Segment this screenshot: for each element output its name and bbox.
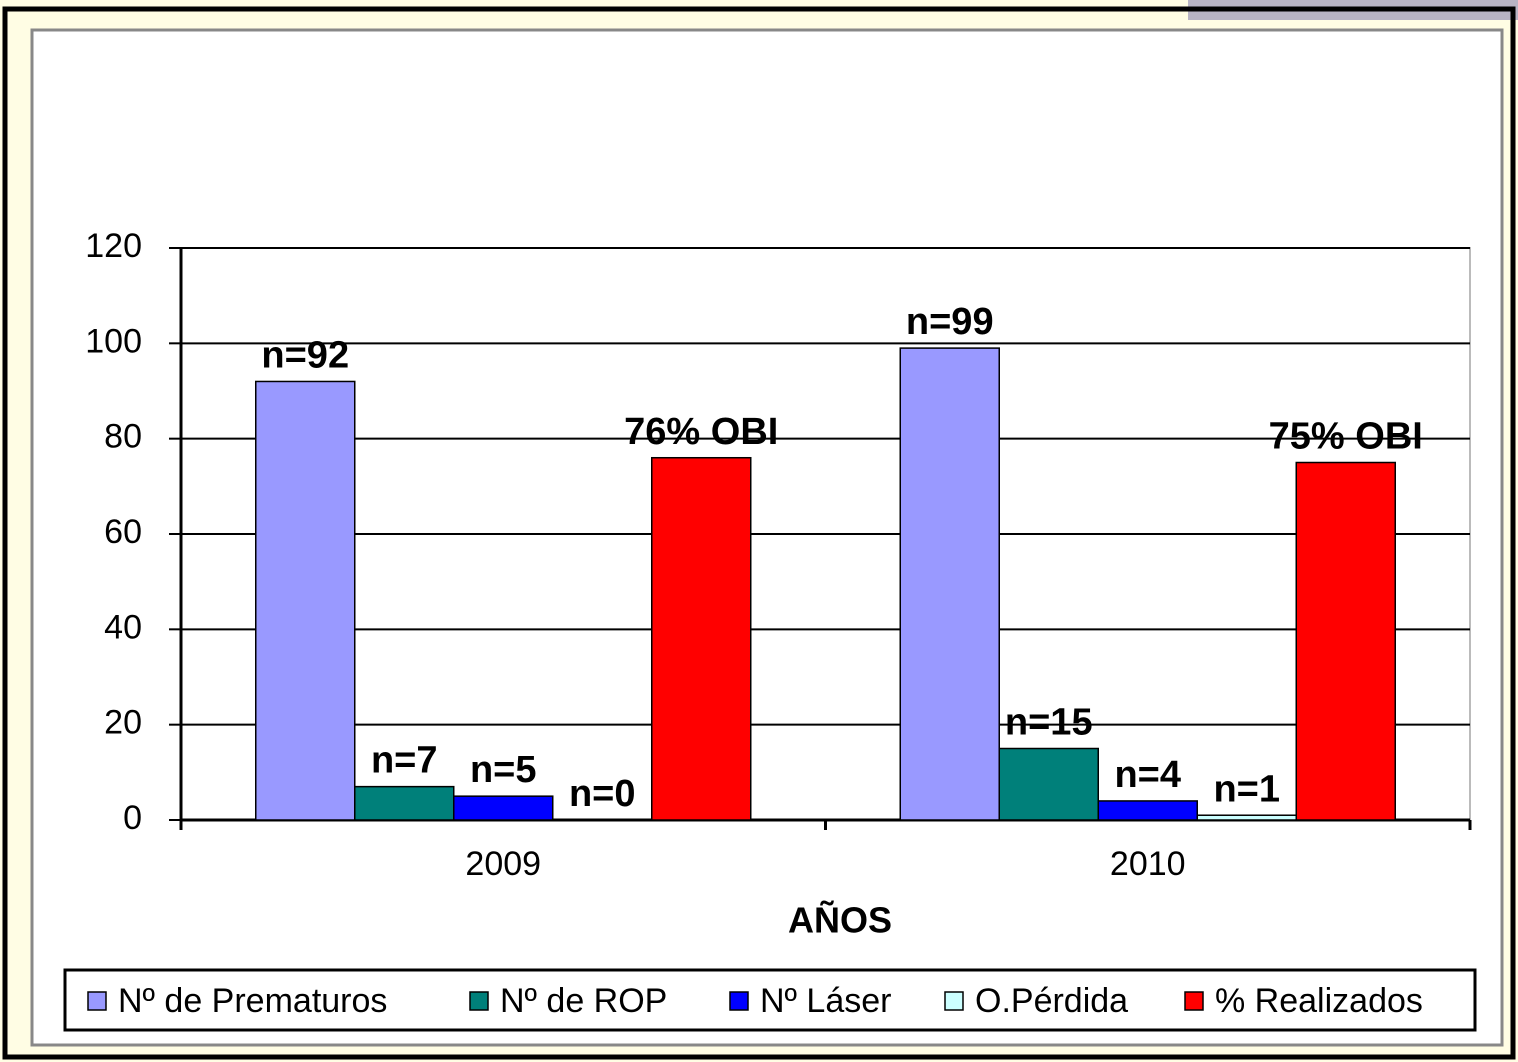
- legend-swatch: [469, 991, 489, 1011]
- bar: [1295, 461, 1396, 821]
- x-tick-label: 2010: [1110, 845, 1186, 883]
- y-tick-label: 0: [123, 799, 142, 837]
- value-label: 76% OBI: [624, 411, 778, 453]
- legend-swatch: [944, 991, 964, 1011]
- legend-label: Nº Láser: [760, 982, 891, 1020]
- legend-label: Nº de ROP: [500, 982, 667, 1020]
- bar: [255, 380, 356, 821]
- value-label: n=0: [569, 773, 636, 815]
- y-tick-label: 20: [104, 704, 142, 742]
- bar: [998, 747, 1099, 821]
- legend-label: Nº de Prematuros: [118, 982, 387, 1020]
- bar: [1097, 800, 1198, 821]
- y-tick-label: 60: [104, 513, 142, 551]
- y-tick-label: 80: [104, 418, 142, 456]
- legend-swatch: [1184, 991, 1204, 1011]
- legend-swatch: [87, 991, 107, 1011]
- frame: [2, 6, 1516, 1060]
- legend-label: O.Pérdida: [975, 982, 1128, 1020]
- y-tick-label: 120: [85, 227, 142, 265]
- bar: [354, 785, 455, 821]
- legend-label: % Realizados: [1215, 982, 1423, 1020]
- value-label: n=92: [261, 334, 349, 376]
- bar: [453, 795, 554, 821]
- bar: [1196, 814, 1297, 821]
- y-tick-label: 40: [104, 608, 142, 646]
- value-label: n=1: [1213, 768, 1280, 810]
- value-label: 75% OBI: [1269, 416, 1423, 458]
- bar: [651, 456, 752, 821]
- value-label: n=4: [1114, 754, 1181, 796]
- value-label: n=7: [371, 740, 438, 782]
- bar: [899, 347, 1000, 821]
- value-label: n=5: [470, 749, 537, 791]
- y-tick-label: 100: [85, 322, 142, 360]
- legend-swatch: [729, 991, 749, 1011]
- value-label: n=99: [906, 301, 994, 343]
- value-label: n=15: [1005, 702, 1093, 744]
- x-tick-label: 2009: [465, 845, 541, 883]
- chart-area: [30, 28, 1504, 1047]
- legend: [63, 968, 1477, 1032]
- x-axis-title: AÑOS: [788, 899, 892, 941]
